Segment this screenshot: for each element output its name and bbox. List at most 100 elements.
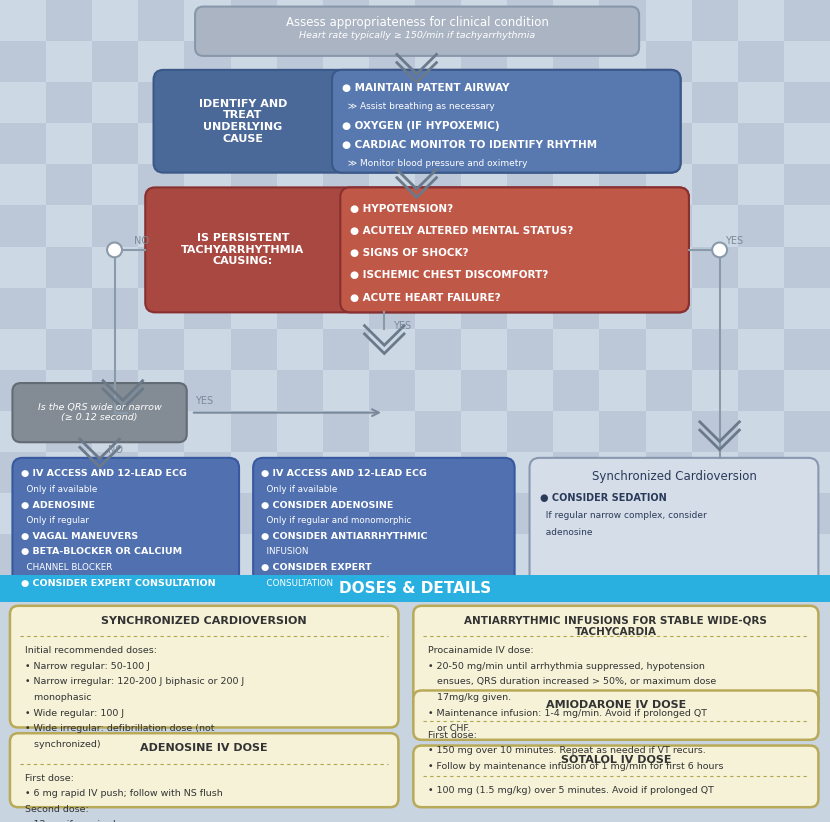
Bar: [46, 41, 92, 82]
Bar: [369, 452, 415, 493]
Bar: [599, 658, 646, 699]
Bar: [461, 82, 507, 123]
Bar: [784, 0, 830, 41]
Bar: [139, 164, 184, 206]
Bar: [231, 616, 276, 658]
Bar: [599, 740, 646, 781]
Bar: [323, 740, 369, 781]
Text: ● CONSIDER EXPERT: ● CONSIDER EXPERT: [261, 563, 372, 572]
Bar: [554, 329, 599, 370]
Bar: [139, 740, 184, 781]
Bar: [231, 575, 276, 616]
Bar: [139, 781, 184, 822]
Bar: [415, 534, 461, 575]
Bar: [323, 247, 369, 288]
Bar: [276, 740, 323, 781]
Bar: [691, 123, 738, 164]
Text: ● CARDIAC MONITOR TO IDENTIFY RHYTHM: ● CARDIAC MONITOR TO IDENTIFY RHYTHM: [342, 140, 597, 150]
FancyBboxPatch shape: [340, 187, 689, 312]
Text: ● HYPOTENSION?: ● HYPOTENSION?: [350, 204, 453, 214]
Bar: [369, 123, 415, 164]
Bar: [691, 82, 738, 123]
Bar: [784, 288, 830, 329]
Bar: [184, 0, 231, 41]
Text: Synchronized Cardioversion: Synchronized Cardioversion: [592, 470, 756, 483]
FancyBboxPatch shape: [10, 606, 398, 727]
Bar: [276, 123, 323, 164]
Bar: [369, 164, 415, 206]
Bar: [139, 616, 184, 658]
Bar: [276, 370, 323, 411]
Bar: [738, 411, 784, 452]
Bar: [46, 781, 92, 822]
Bar: [231, 534, 276, 575]
Bar: [0, 575, 46, 616]
Bar: [554, 41, 599, 82]
Text: First dose:: First dose:: [25, 774, 74, 783]
Bar: [46, 534, 92, 575]
Bar: [554, 740, 599, 781]
Bar: [599, 329, 646, 370]
Bar: [738, 288, 784, 329]
Bar: [784, 247, 830, 288]
Text: ≫ Monitor blood pressure and oximetry: ≫ Monitor blood pressure and oximetry: [342, 159, 527, 168]
Bar: [415, 781, 461, 822]
Bar: [554, 247, 599, 288]
Bar: [369, 329, 415, 370]
Bar: [784, 658, 830, 699]
Bar: [461, 206, 507, 247]
Bar: [0, 123, 46, 164]
Bar: [646, 164, 691, 206]
Bar: [276, 247, 323, 288]
Bar: [784, 123, 830, 164]
Bar: [46, 370, 92, 411]
Bar: [46, 452, 92, 493]
Bar: [599, 206, 646, 247]
Bar: [231, 123, 276, 164]
Bar: [554, 82, 599, 123]
Bar: [0, 247, 46, 288]
Bar: [184, 247, 231, 288]
Bar: [738, 164, 784, 206]
Bar: [554, 452, 599, 493]
Bar: [646, 699, 691, 740]
Bar: [691, 41, 738, 82]
Bar: [646, 452, 691, 493]
Bar: [92, 575, 139, 616]
Bar: [784, 740, 830, 781]
Bar: [507, 781, 554, 822]
Bar: [92, 699, 139, 740]
Bar: [461, 329, 507, 370]
Bar: [691, 575, 738, 616]
Bar: [691, 164, 738, 206]
Bar: [554, 411, 599, 452]
Bar: [276, 493, 323, 534]
Bar: [46, 82, 92, 123]
FancyBboxPatch shape: [413, 606, 818, 727]
Bar: [646, 288, 691, 329]
Text: Only if available: Only if available: [21, 485, 97, 494]
Text: ● SIGNS OF SHOCK?: ● SIGNS OF SHOCK?: [350, 248, 469, 258]
Bar: [461, 164, 507, 206]
Circle shape: [712, 242, 727, 257]
Text: Initial recommended doses:: Initial recommended doses:: [25, 646, 157, 655]
Bar: [646, 411, 691, 452]
Bar: [738, 534, 784, 575]
Bar: [231, 493, 276, 534]
Bar: [599, 575, 646, 616]
Bar: [646, 534, 691, 575]
Bar: [691, 534, 738, 575]
Bar: [738, 575, 784, 616]
Bar: [46, 0, 92, 41]
Text: SOTALOL IV DOSE: SOTALOL IV DOSE: [560, 755, 671, 765]
Bar: [784, 575, 830, 616]
Bar: [231, 82, 276, 123]
Bar: [92, 0, 139, 41]
Bar: [599, 534, 646, 575]
FancyBboxPatch shape: [413, 690, 818, 740]
Bar: [461, 370, 507, 411]
Bar: [415, 493, 461, 534]
Bar: [184, 329, 231, 370]
FancyBboxPatch shape: [145, 187, 689, 312]
Bar: [415, 288, 461, 329]
